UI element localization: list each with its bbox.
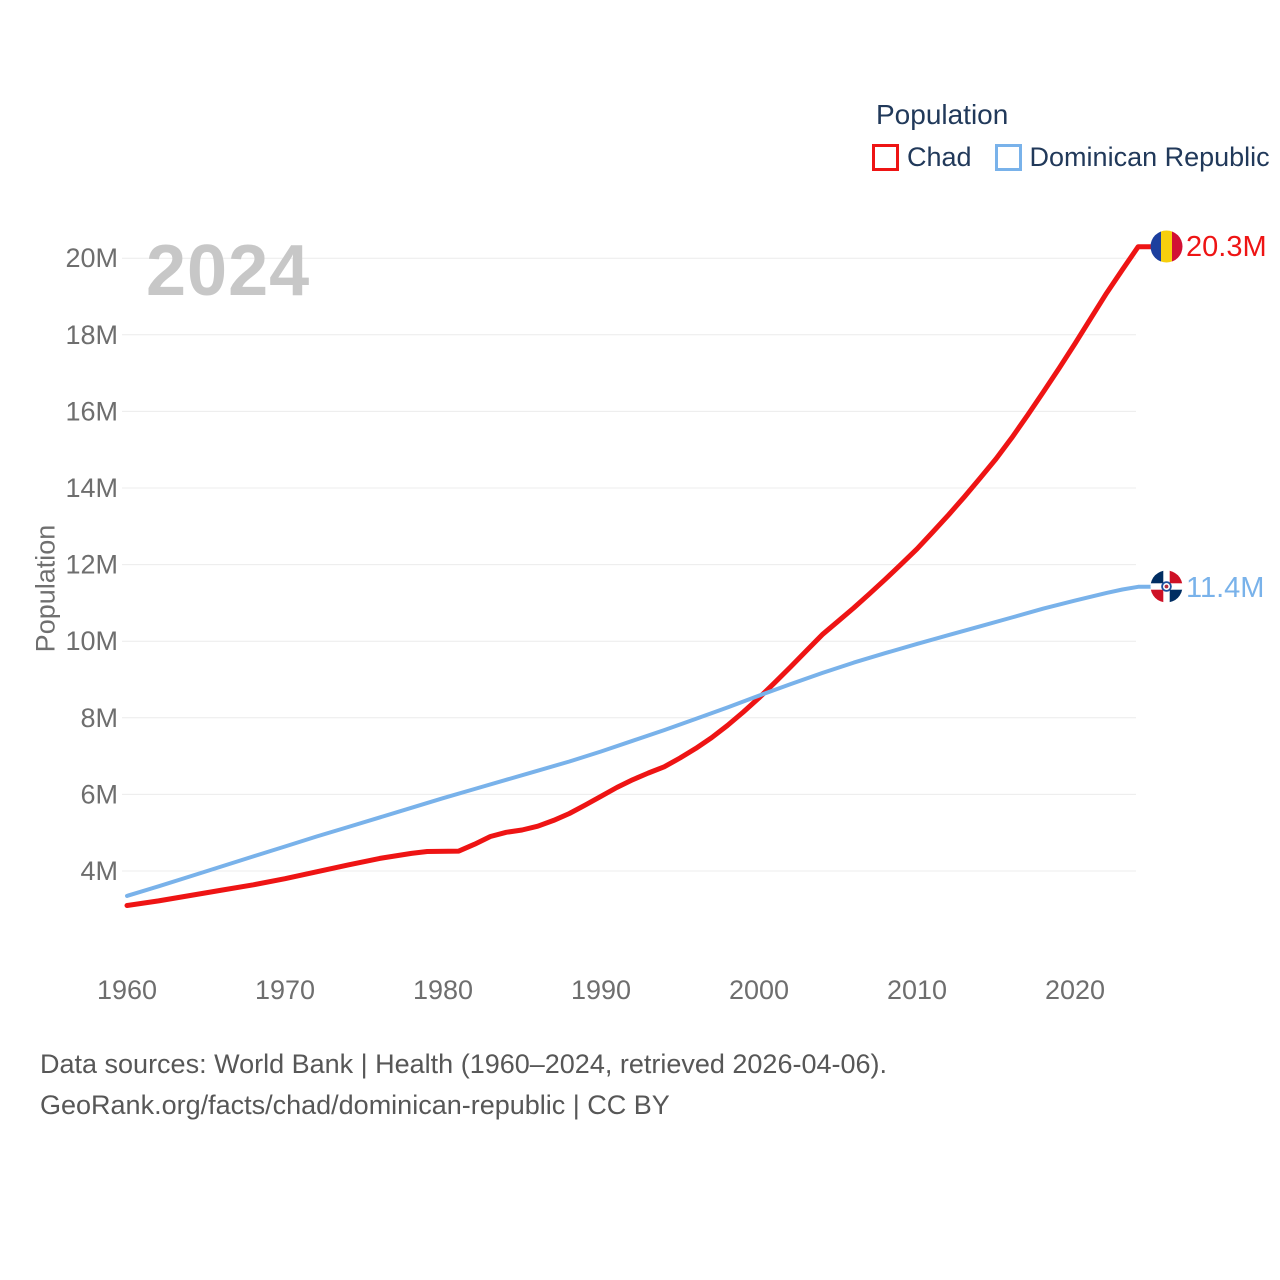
x-tick-label: 1990 <box>571 975 631 1005</box>
y-tick-label: 8M <box>80 703 118 733</box>
x-tick-label: 2000 <box>729 975 789 1005</box>
legend-item-chad[interactable]: Chad <box>872 142 972 173</box>
footer-data-sources: Data sources: World Bank | Health (1960–… <box>40 1049 887 1079</box>
year-watermark: 2024 <box>146 231 311 311</box>
x-tick-label: 2020 <box>1045 975 1105 1005</box>
legend-item-label: Chad <box>907 142 972 172</box>
y-tick-label: 4M <box>80 856 118 886</box>
y-tick-label: 20M <box>65 243 118 273</box>
chad-series-swatch-icon <box>872 144 899 171</box>
legend-item-dominican-republic[interactable]: Dominican Republic <box>994 142 1270 173</box>
x-tick-label: 1970 <box>255 975 315 1005</box>
x-tick-label: 1980 <box>413 975 473 1005</box>
x-tick-label: 2010 <box>887 975 947 1005</box>
y-tick-label: 16M <box>65 396 118 426</box>
legend: Population Chad Dominican Republic <box>872 99 1270 173</box>
chad-flag-icon <box>1150 230 1183 263</box>
x-tick-label: 1960 <box>97 975 157 1005</box>
y-axis-title: Population <box>30 524 61 653</box>
y-tick-label: 18M <box>65 320 118 350</box>
chad-line[interactable] <box>124 244 1153 908</box>
y-tick-label: 6M <box>80 779 118 809</box>
dominican-republic-end-value-label: 11.4M <box>1186 572 1265 604</box>
dominican-republic-line[interactable] <box>125 584 1153 898</box>
dominican-republic-series-swatch-icon <box>994 144 1022 171</box>
y-tick-label: 10M <box>65 626 118 656</box>
footer-attribution: GeoRank.org/facts/chad/dominican-republi… <box>40 1090 670 1120</box>
legend-item-label: Dominican Republic <box>1029 142 1270 172</box>
footer: Data sources: World Bank | Health (1960–… <box>40 1044 887 1126</box>
dominican-republic-flag-icon <box>1150 570 1183 603</box>
legend-items: Chad Dominican Republic <box>872 142 1270 173</box>
chad-end-value-label: 20.3M <box>1186 231 1267 263</box>
y-tick-label: 12M <box>65 550 118 580</box>
legend-title: Population <box>876 99 1009 130</box>
y-tick-label: 14M <box>65 473 118 503</box>
